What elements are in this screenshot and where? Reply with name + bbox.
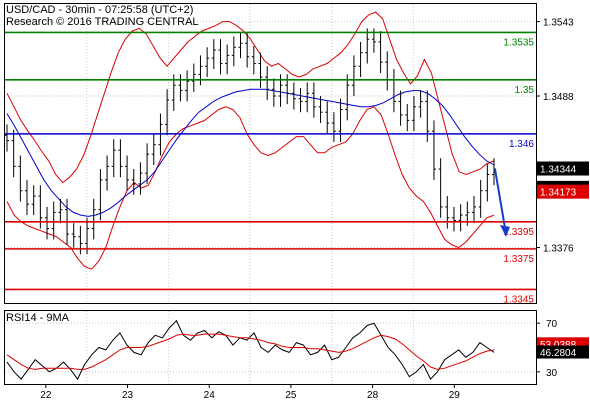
price-tick-label: 1.3543: [543, 18, 574, 29]
rsi-axis: 70 30: [536, 319, 558, 379]
price-tick-label: 1.3488: [543, 92, 574, 103]
time-tick-label: 25: [285, 390, 297, 400]
rsi-series-line: [6, 333, 495, 370]
main-chart-frame: [4, 3, 537, 304]
time-axis: 22 23 24 25 28 29: [40, 384, 460, 400]
bollinger-upper-line: [6, 11, 495, 184]
level-label: 1.3345: [503, 294, 534, 305]
rsi-value-label: 53.0388: [540, 340, 577, 351]
main-indicators: [6, 11, 495, 270]
price-axis: 1.3543 1.3488 1.3376: [536, 18, 574, 255]
price-box: [537, 161, 589, 176]
rsi-value-box: [537, 345, 589, 359]
rsi-lines: [6, 319, 495, 381]
level-label: 1.346: [509, 139, 534, 150]
chart-subtitle: Research © 2016 TRADING CENTRAL: [6, 16, 199, 28]
time-tick-label: 23: [122, 390, 134, 400]
chart-title: USD/CAD - 30min - 07:25:58 (UTC+2): [6, 4, 193, 16]
level-label: 1.35: [515, 85, 535, 96]
price-tick-label: 1.3376: [543, 244, 574, 255]
support-resistance-levels: 1.3535 1.35 1.346 1.3395 1.3375 1.3345: [5, 31, 536, 305]
rsi-grid: [5, 311, 536, 384]
rsi-series-line: [6, 319, 495, 381]
rsi-title: RSI14 - 9MA: [6, 312, 70, 324]
price-box: [537, 184, 589, 199]
level-label: 1.3375: [503, 254, 534, 265]
rsi-panel-frame: [4, 310, 537, 385]
rsi-tick-label: 30: [546, 368, 558, 379]
time-tick-label: 29: [449, 390, 461, 400]
forecast-arrow-shaft: [494, 168, 506, 229]
time-tick-label: 22: [40, 390, 52, 400]
rsi-tick-label: 70: [546, 319, 558, 330]
price-box-label: 1.34173: [540, 188, 577, 199]
moving-average-line: [6, 88, 495, 217]
level-label: 1.3395: [503, 227, 534, 238]
forecast-arrow: [494, 168, 510, 237]
time-tick-label: 24: [204, 390, 216, 400]
forecast-arrow-head: [500, 225, 510, 237]
price-box-label: 1.34344: [540, 165, 577, 176]
level-label: 1.3535: [503, 37, 534, 48]
rsi-value-label: 46.2804: [540, 348, 577, 359]
bollinger-lower-line: [6, 106, 495, 270]
time-tick-label: 28: [367, 390, 379, 400]
